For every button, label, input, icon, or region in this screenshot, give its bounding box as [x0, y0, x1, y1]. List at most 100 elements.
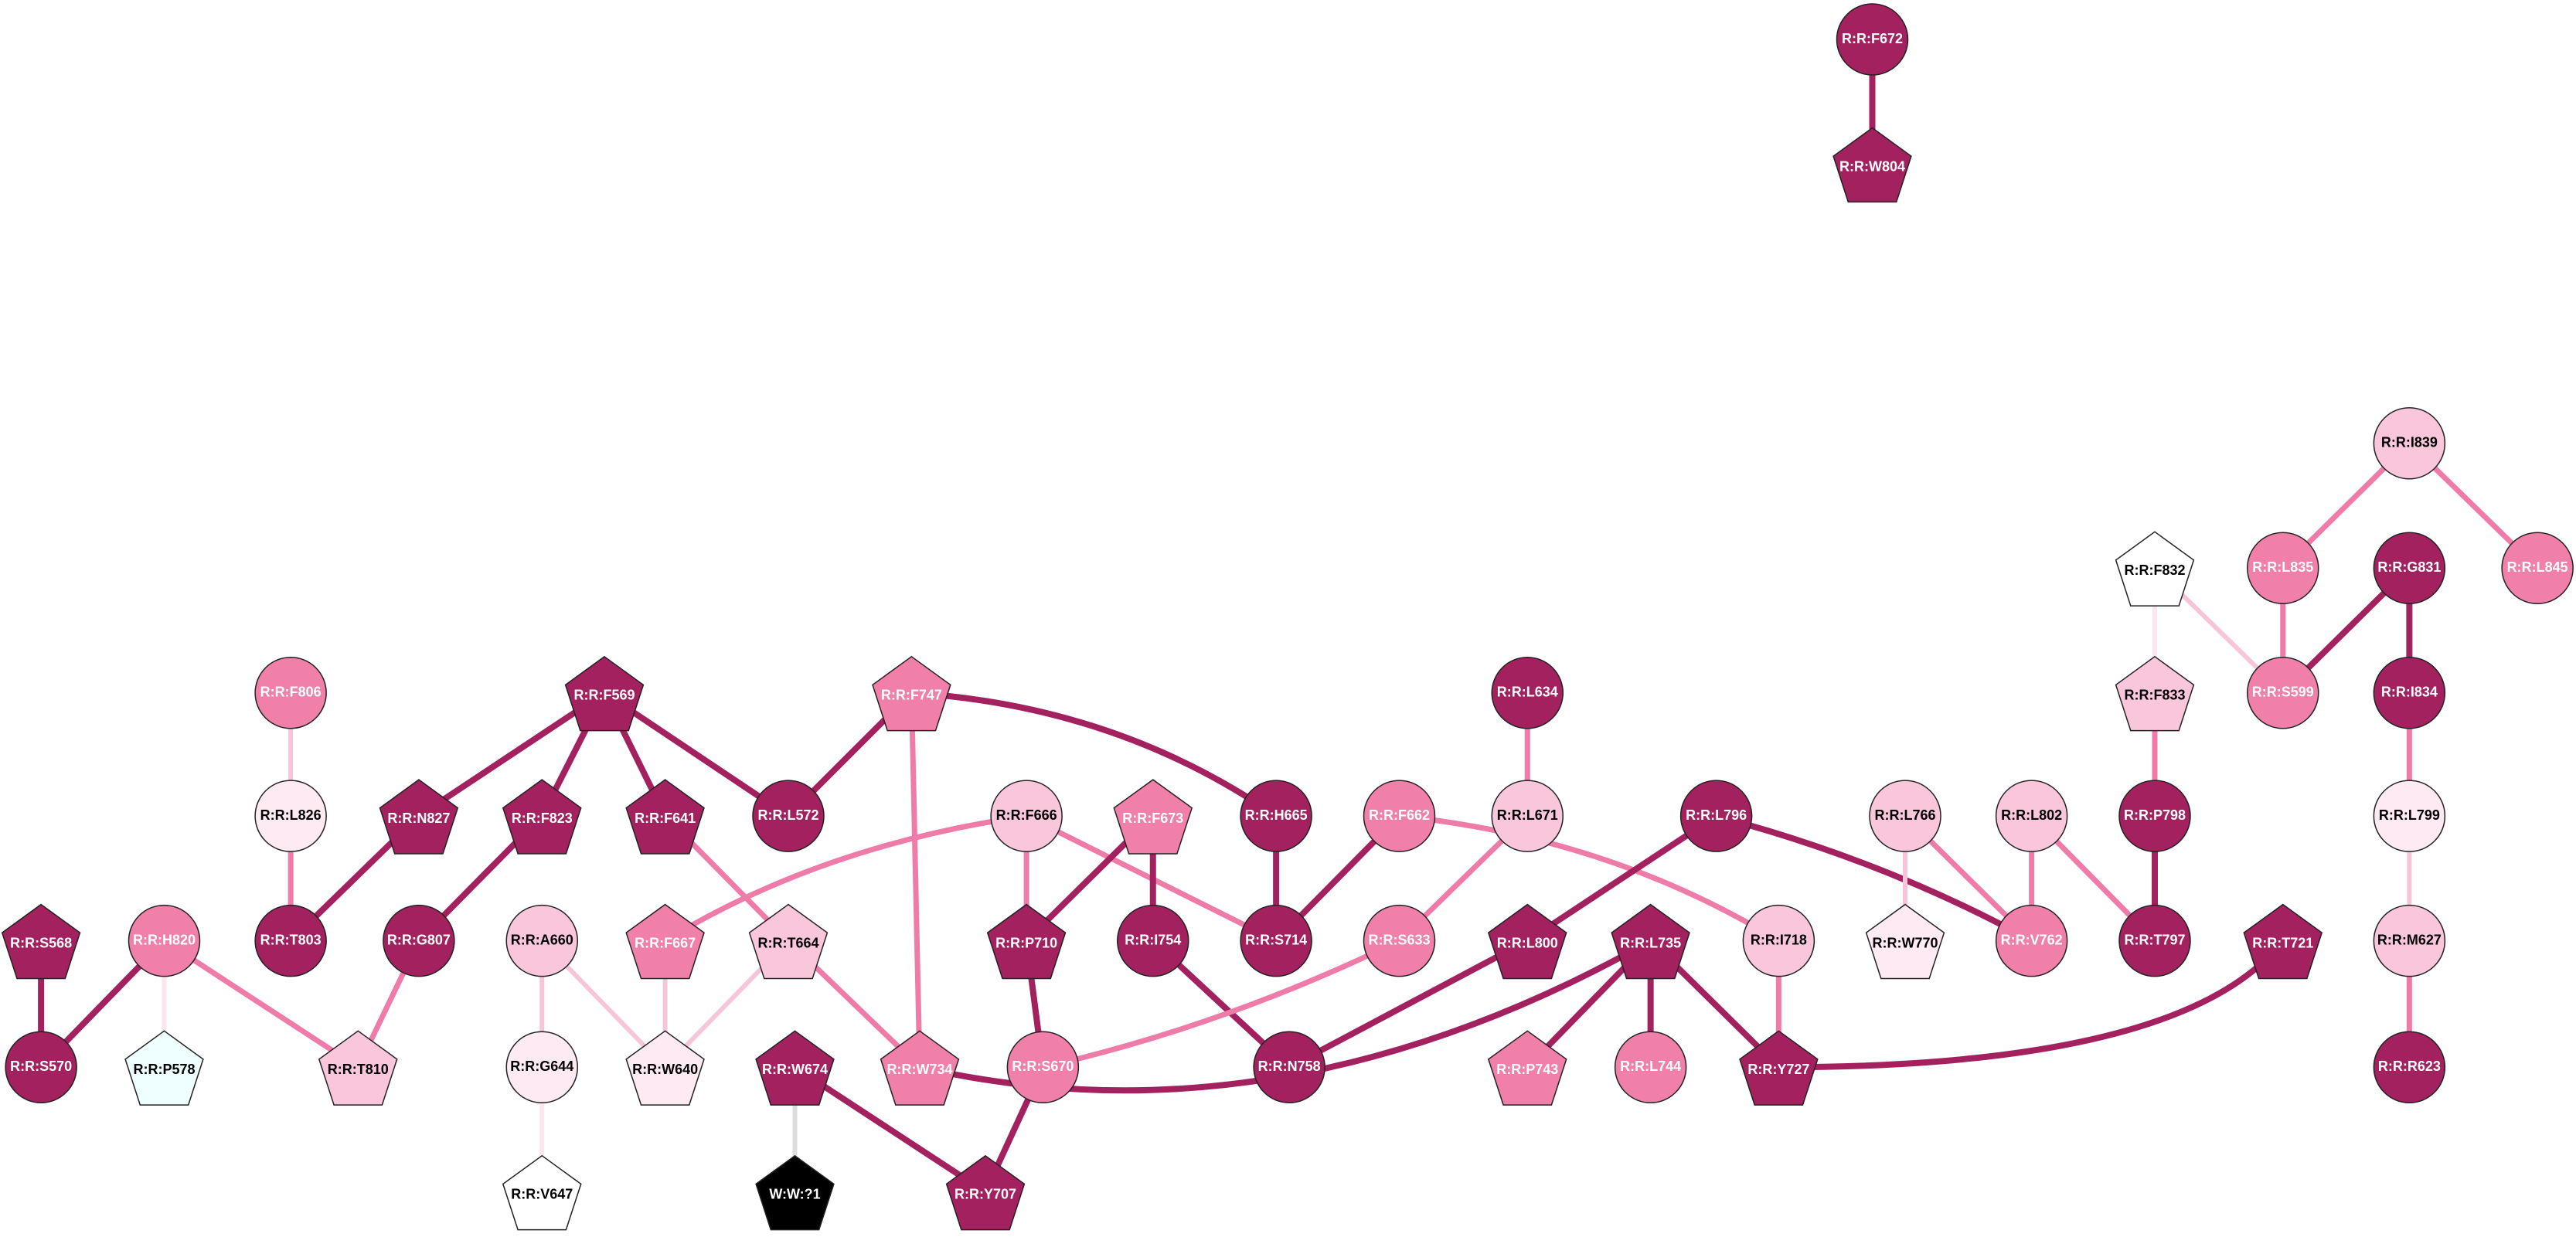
node [1006, 1031, 1080, 1103]
node-label: R:R:T797 [2124, 932, 2185, 947]
node [2115, 655, 2195, 732]
node-label: R:R:R623 [2378, 1059, 2441, 1074]
node-label: R:R:N758 [1258, 1059, 1321, 1074]
node-label: R:R:L735 [1620, 935, 1681, 950]
node [1865, 903, 1945, 980]
node-label: R:R:T721 [2252, 935, 2313, 950]
node-label: R:R:F662 [1369, 807, 1430, 823]
edge [908, 692, 923, 1068]
node-label: W:W:?1 [769, 1187, 820, 1202]
node-label: R:R:T810 [328, 1062, 389, 1077]
node [2247, 532, 2319, 604]
node [1363, 904, 1436, 977]
node-label: R:R:F673 [1122, 811, 1183, 826]
node-label: R:R:F569 [573, 688, 635, 703]
node-label: R:R:V647 [511, 1187, 573, 1202]
node [755, 1154, 835, 1231]
node-label: R:R:L800 [1497, 935, 1558, 950]
node [2247, 657, 2319, 729]
node [505, 904, 578, 977]
edge [1042, 938, 1401, 1070]
edge [1715, 813, 2033, 944]
node-label: R:R:Y707 [955, 1187, 1016, 1202]
node-label: R:R:S568 [10, 935, 72, 950]
node-label: R:R:P578 [133, 1062, 195, 1077]
node-label: R:R:S633 [1368, 932, 1430, 947]
node-label: R:R:G807 [387, 932, 451, 947]
node-label: R:R:P743 [1496, 1062, 1558, 1077]
node-label: R:R:L799 [2379, 807, 2440, 823]
node-label: R:R:S714 [1245, 932, 1307, 947]
node [1253, 1031, 1325, 1103]
edge [1778, 939, 2285, 1071]
node-label: R:R:F806 [260, 685, 322, 700]
node [502, 1154, 582, 1231]
node [1742, 904, 1815, 977]
node-label: R:R:S599 [2252, 685, 2314, 700]
node-label: R:R:F672 [1842, 31, 1903, 46]
node [2243, 903, 2323, 980]
node-label: R:R:F823 [512, 811, 573, 826]
node-label: R:R:L634 [1497, 685, 1558, 700]
node-label: R:R:I754 [1125, 932, 1181, 947]
node [872, 655, 951, 732]
node [2373, 780, 2446, 852]
node [755, 1030, 835, 1106]
node-label: R:R:I718 [1751, 932, 1807, 947]
node [2501, 532, 2574, 604]
node-label: R:R:W770 [1872, 935, 1938, 950]
node-label: R:R:I839 [2381, 435, 2438, 450]
node-label: R:R:Y727 [1747, 1062, 1809, 1077]
node-label: R:R:L671 [1497, 807, 1558, 823]
node [1363, 780, 1436, 852]
node [2373, 657, 2446, 729]
node-label: R:R:L572 [757, 807, 818, 823]
node-label: R:R:W674 [762, 1062, 828, 1077]
node [1679, 780, 1753, 852]
node [1240, 904, 1312, 977]
node-label: R:R:F832 [2124, 562, 2185, 578]
edge [162, 938, 360, 1070]
node [2118, 904, 2191, 977]
node-label: R:R:F666 [996, 807, 1057, 823]
node-label: R:R:T664 [757, 935, 818, 950]
node [254, 904, 327, 977]
node [2373, 532, 2446, 604]
node-label: R:R:N827 [387, 811, 450, 826]
node-label: R:R:V762 [2001, 932, 2063, 947]
node [1487, 1030, 1567, 1106]
node [564, 655, 645, 732]
node [625, 1030, 705, 1106]
node-label: R:R:L826 [260, 807, 322, 823]
node-label: R:R:A660 [511, 932, 573, 947]
node-label: R:R:P710 [995, 935, 1057, 950]
node [1117, 904, 1189, 977]
edge [417, 690, 607, 819]
node [2115, 531, 2195, 607]
node [1832, 127, 1912, 203]
node-label: R:R:F641 [635, 811, 696, 826]
node [2118, 780, 2191, 852]
node-label: R:R:F833 [2124, 688, 2185, 703]
node [752, 780, 825, 852]
node-label: R:R:M627 [2377, 932, 2442, 947]
node-label: R:R:S570 [10, 1059, 72, 1074]
edge [1526, 813, 1718, 943]
node-label: R:R:L845 [2507, 559, 2568, 575]
node-label: R:R:W640 [632, 1062, 698, 1077]
node-label: R:R:F667 [635, 935, 696, 950]
node-label: R:R:F747 [881, 688, 942, 703]
node [1113, 779, 1193, 855]
node [625, 903, 705, 980]
node [254, 780, 327, 852]
node [1869, 780, 1941, 852]
node [1240, 780, 1312, 852]
node [1739, 1030, 1819, 1106]
node [505, 1031, 578, 1103]
node [1491, 657, 1564, 729]
node-label: R:R:L766 [1874, 807, 1935, 823]
node [1611, 903, 1690, 980]
node [2373, 904, 2446, 977]
